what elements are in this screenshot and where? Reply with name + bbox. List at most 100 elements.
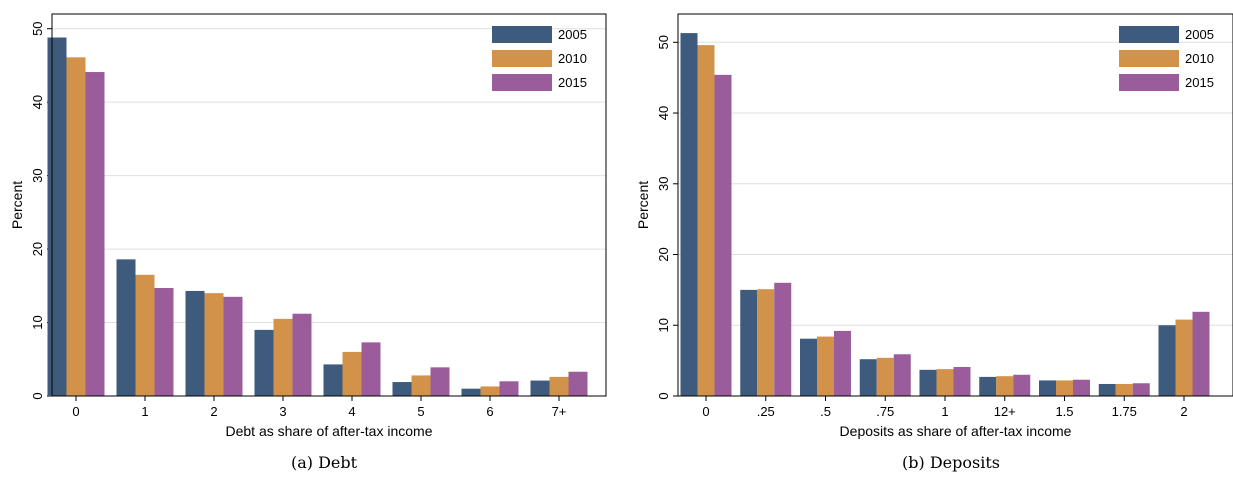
bar-2015 (953, 366, 971, 396)
y-tick-label: 50 (656, 35, 671, 49)
x-tick-label: 7+ (552, 404, 567, 419)
bar-2005 (919, 369, 937, 396)
bar-2010 (411, 375, 431, 396)
chart-panel-1: 0 10 20 30 40 50 0 .25 .5 .75 1 12+ 1.5 1.75 2 Deposits… (635, 13, 1233, 472)
bar-2010 (817, 336, 834, 396)
y-tick-label: 30 (30, 168, 45, 182)
bar-2005 (185, 290, 205, 396)
bar-2005 (461, 388, 481, 396)
bar-2015 (85, 72, 105, 397)
x-tick-label: 0 (72, 404, 79, 419)
x-tick-label: 3 (279, 404, 286, 419)
x-tick-label: .25 (757, 404, 775, 419)
x-tick-label: 2 (1180, 404, 1187, 419)
legend-label: 2005 (558, 27, 587, 42)
bar-2010 (1056, 380, 1073, 396)
bar-2010 (757, 289, 775, 396)
bar-2010 (135, 274, 155, 396)
bar-2005 (116, 259, 136, 396)
plot-frame (51, 13, 607, 397)
bar-2015 (1192, 311, 1210, 396)
bar-2010 (66, 57, 86, 396)
bar-2005 (254, 329, 274, 396)
bar-2010 (273, 318, 293, 396)
bar-2005 (800, 338, 817, 396)
x-tick-label: 12+ (994, 404, 1016, 419)
legend-swatch-2005 (1119, 26, 1179, 43)
y-tick-label: 20 (656, 247, 671, 261)
bar-2005 (740, 289, 758, 396)
bar-2005 (392, 382, 412, 396)
y-tick-label: 50 (30, 21, 45, 35)
x-tick-label: 1 (941, 404, 948, 419)
bar-2005 (859, 359, 877, 396)
x-tick-label: .75 (876, 404, 894, 419)
legend-swatch-2010 (1119, 50, 1179, 67)
x-tick-label: 6 (486, 404, 493, 419)
bar-2015 (292, 313, 312, 396)
bar-2015 (714, 74, 732, 396)
y-axis-label: Percent (635, 181, 651, 229)
bar-2005 (1158, 325, 1176, 396)
bar-2010 (1115, 383, 1133, 396)
bar-2015 (568, 371, 588, 396)
bar-2010 (1175, 319, 1193, 396)
y-tick-label: 40 (656, 106, 671, 120)
x-tick-label: 2 (210, 404, 217, 419)
y-tick-label: 30 (656, 177, 671, 191)
x-axis-label: Deposits as share of after-tax income (840, 423, 1072, 439)
chart-panel-0: 0 10 20 30 40 50 0 1 2 3 4 5 6 7+ Debt as share of aft… (9, 13, 607, 472)
x-tick-label: .5 (820, 404, 831, 419)
legend-label: 2005 (1185, 27, 1214, 42)
bar-2010 (936, 369, 954, 396)
y-tick-label: 10 (656, 318, 671, 332)
bar-2005 (979, 376, 997, 396)
x-axis-label: Debt as share of after-tax income (226, 423, 433, 439)
x-tick-label: 1.75 (1112, 404, 1137, 419)
x-tick-label: 0 (702, 404, 709, 419)
legend-swatch-2015 (492, 74, 552, 91)
bar-2010 (549, 376, 569, 396)
y-tick-label: 0 (656, 392, 671, 399)
legend-label: 2010 (558, 51, 587, 66)
bar-2005 (530, 380, 550, 396)
bar-2005 (323, 364, 343, 396)
bar-2015 (1073, 379, 1090, 396)
plot-frame (677, 13, 1233, 397)
bar-2005 (1098, 383, 1116, 396)
bar-2010 (342, 351, 362, 396)
y-tick-label: 40 (30, 95, 45, 109)
bar-2010 (480, 386, 500, 396)
y-tick-label: 0 (30, 392, 45, 399)
bar-2015 (774, 282, 792, 396)
bar-2015 (361, 342, 381, 396)
bar-2015 (1013, 374, 1031, 396)
y-tick-label: 10 (30, 315, 45, 329)
x-tick-label: 5 (417, 404, 424, 419)
bar-2015 (893, 354, 911, 396)
bar-2015 (834, 330, 851, 396)
legend-swatch-2010 (492, 50, 552, 67)
bar-2005 (680, 33, 698, 396)
bar-2015 (430, 367, 450, 396)
panel-caption: (b) Deposits (902, 453, 1000, 472)
bar-2015 (154, 288, 174, 396)
y-axis-label: Percent (9, 181, 25, 229)
bar-2010 (204, 293, 224, 396)
bar-2015 (499, 381, 519, 396)
bar-2015 (1132, 383, 1150, 396)
legend-label: 2010 (1185, 51, 1214, 66)
legend-label: 2015 (558, 75, 587, 90)
y-tick-label: 20 (30, 242, 45, 256)
bar-2010 (996, 376, 1014, 396)
legend-label: 2015 (1185, 75, 1214, 90)
x-tick-label: 1.5 (1055, 404, 1073, 419)
bar-2005 (47, 37, 67, 396)
legend-swatch-2005 (492, 26, 552, 43)
bar-2010 (697, 45, 715, 397)
panel-caption: (a) Debt (291, 453, 358, 472)
x-tick-label: 1 (141, 404, 148, 419)
legend-swatch-2015 (1119, 74, 1179, 91)
bar-2005 (1039, 380, 1056, 396)
